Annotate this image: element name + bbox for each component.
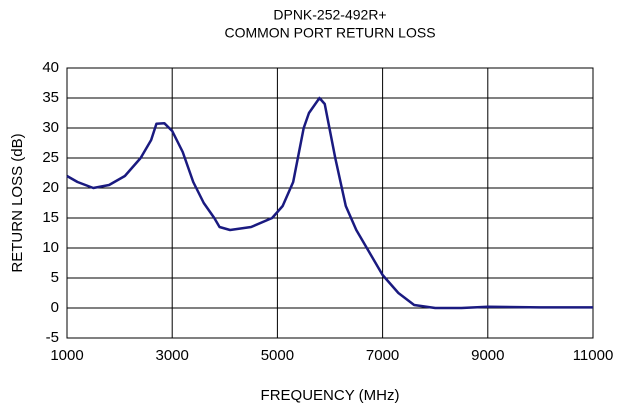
y-tick-label: 10 bbox=[42, 239, 59, 256]
y-tick-label: 25 bbox=[42, 149, 59, 166]
x-tick-label: 9000 bbox=[471, 347, 504, 364]
x-tick-label: 5000 bbox=[261, 347, 294, 364]
chart-subtitle: COMMON PORT RETURN LOSS bbox=[224, 25, 435, 41]
plot-frame bbox=[66, 67, 594, 339]
y-tick-label: -5 bbox=[46, 329, 59, 346]
x-tick-label: 7000 bbox=[366, 347, 399, 364]
y-tick-label: 15 bbox=[42, 209, 59, 226]
y-tick-label: 5 bbox=[51, 269, 59, 286]
x-tick-label: 1000 bbox=[50, 347, 83, 364]
y-tick-label: 35 bbox=[42, 89, 59, 106]
data-line bbox=[66, 96, 593, 310]
x-tick-label: 3000 bbox=[156, 347, 189, 364]
chart-title: DPNK-252-492R+ bbox=[273, 7, 386, 23]
y-tick-label: 20 bbox=[42, 179, 59, 196]
y-tick-label: 30 bbox=[42, 119, 59, 136]
y-axis-label: RETURN LOSS (dB) bbox=[9, 133, 26, 272]
x-axis-label: FREQUENCY (MHz) bbox=[261, 387, 400, 404]
y-tick-label: 0 bbox=[51, 299, 59, 316]
x-tick-label: 11000 bbox=[573, 347, 614, 364]
y-tick-label: 40 bbox=[42, 59, 59, 76]
